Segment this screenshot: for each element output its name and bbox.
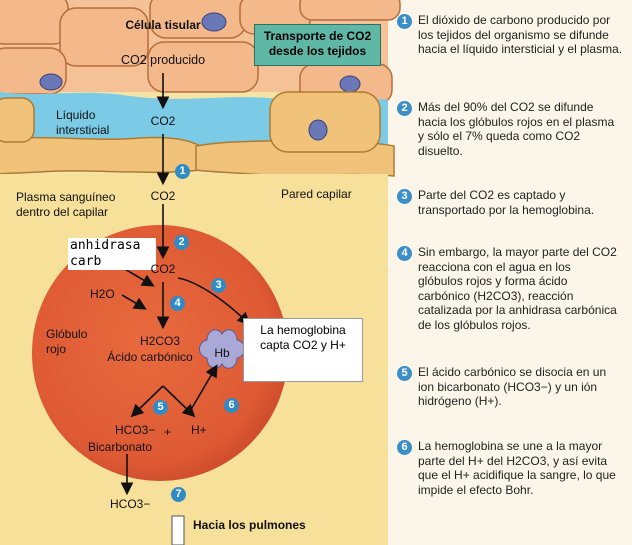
hemoglobin-shape: [199, 329, 245, 369]
step-2-text: Más del 90% del CO2 se difunde hacia los…: [418, 100, 615, 158]
marker-6: 6: [224, 398, 239, 413]
figure-title: Transporte de CO2 desde los tejidos: [263, 29, 372, 58]
label-h-plus: H+: [191, 423, 207, 437]
marker-3: 3: [211, 278, 226, 293]
step-1-number: 1: [397, 14, 412, 29]
label-plus: +: [164, 425, 172, 439]
marker-2: 2: [174, 235, 189, 250]
step-4-number: 4: [397, 246, 412, 261]
label-hco3-ion: HCO3−: [115, 423, 156, 437]
label-tissue-cell: Célula tisular: [125, 18, 201, 32]
wall-nucleus: [308, 119, 328, 141]
step-6-number: 6: [397, 440, 412, 455]
label-hb-box: La hemoglobina capta CO2 y H+: [260, 323, 346, 352]
label-to-lungs: Hacia los pulmones: [193, 518, 306, 532]
figure-title-box: Transporte de CO2 desde los tejidos: [254, 24, 381, 66]
label-anhydrase: anhidrasa carb: [68, 238, 156, 270]
marker-7: 7: [171, 487, 186, 502]
label-hco3-out: HCO3−: [110, 497, 151, 511]
label-h2o: H2O: [90, 287, 115, 301]
label-interstitial: Líquido intersticial: [56, 108, 110, 137]
hemoglobin-box: La hemoglobina capta CO2 y H+: [243, 318, 363, 382]
label-plasma: Plasma sanguíneo dentro del capilar: [16, 190, 116, 219]
label-bicarbonate: Bicarbonato: [88, 440, 153, 454]
capillary-wall-cells: [0, 91, 395, 177]
step-1-text: El dióxido de carbono producido por los …: [418, 13, 623, 56]
step-4-text: Sin embargo, la mayor parte del CO2 reac…: [418, 245, 617, 332]
label-co2-rbc: CO2: [150, 262, 176, 276]
label-h2co3: H2CO3: [139, 334, 181, 348]
flow-arrows: [105, 73, 251, 496]
step-6-text: La hemoglobina se une a la mayor parte d…: [418, 439, 616, 497]
label-hb: Hb: [214, 346, 230, 360]
marker-4: 4: [170, 296, 185, 311]
step-3-text: Parte del CO2 es captado y transportado …: [418, 188, 595, 217]
step-5-text: El ácido carbónico se disocia en un ion …: [418, 365, 607, 408]
label-carbonic-acid: Ácido carbónico: [107, 350, 193, 364]
label-co2-produced: CO2 producido: [120, 53, 206, 67]
step-2-number: 2: [397, 101, 412, 116]
marker-1: 1: [175, 164, 190, 179]
marker-5: 5: [153, 400, 168, 415]
label-co2-interstitial: CO2: [150, 114, 176, 128]
label-rbc: Glóbulo rojo: [46, 327, 88, 356]
lungs-indicator: [171, 515, 185, 545]
step-3-number: 3: [397, 189, 412, 204]
label-capillary-wall: Pared capilar: [281, 187, 352, 201]
label-co2-plasma: CO2: [150, 189, 176, 203]
nuclei: [39, 12, 361, 93]
step-5-number: 5: [397, 366, 412, 381]
